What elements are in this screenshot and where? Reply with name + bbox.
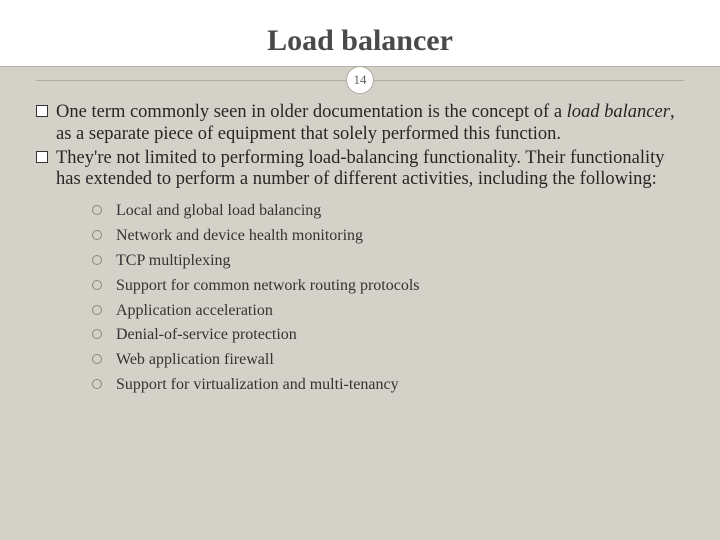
bullet-paragraph: They're not limited to performing load-b… [36,148,684,192]
list-item-label: Support for virtualization and multi-ten… [116,376,399,393]
content-area: One term commonly seen in older document… [0,94,720,398]
circle-bullet-icon [92,305,102,315]
circle-bullet-icon [92,205,102,215]
circle-bullet-icon [92,280,102,290]
square-bullet-icon [36,151,48,163]
list-item: Support for common network routing proto… [92,274,684,299]
list-item: Support for virtualization and multi-ten… [92,373,684,398]
list-item: Local and global load balancing [92,199,684,224]
circle-bullet-icon [92,255,102,265]
circle-bullet-icon [92,230,102,240]
circle-bullet-icon [92,379,102,389]
list-item: TCP multiplexing [92,249,684,274]
list-item-label: Support for common network routing proto… [116,277,420,294]
para-text-em: load balancer [567,102,670,122]
slide-title: Load balancer [0,24,720,58]
list-item-label: Application acceleration [116,302,273,319]
list-item-label: Network and device health monitoring [116,227,363,244]
slide: Load balancer 14 One term commonly seen … [0,0,720,540]
divider-row: 14 [0,66,720,94]
sub-list: Local and global load balancing Network … [92,199,684,397]
page-number-badge: 14 [346,66,374,94]
list-item: Application acceleration [92,299,684,324]
bullet-paragraph: One term commonly seen in older document… [36,102,684,146]
para-text-pre: One term commonly seen in older document… [56,102,567,122]
circle-bullet-icon [92,354,102,364]
list-item-label: Denial-of-service protection [116,326,297,343]
list-item: Network and device health monitoring [92,224,684,249]
square-bullet-icon [36,105,48,117]
list-item: Web application firewall [92,348,684,373]
title-area: Load balancer [0,0,720,67]
para-text-pre: They're not limited to performing load-b… [56,148,665,190]
list-item: Denial-of-service protection [92,323,684,348]
circle-bullet-icon [92,329,102,339]
list-item-label: Web application firewall [116,351,274,368]
list-item-label: Local and global load balancing [116,202,321,219]
list-item-label: TCP multiplexing [116,252,231,269]
